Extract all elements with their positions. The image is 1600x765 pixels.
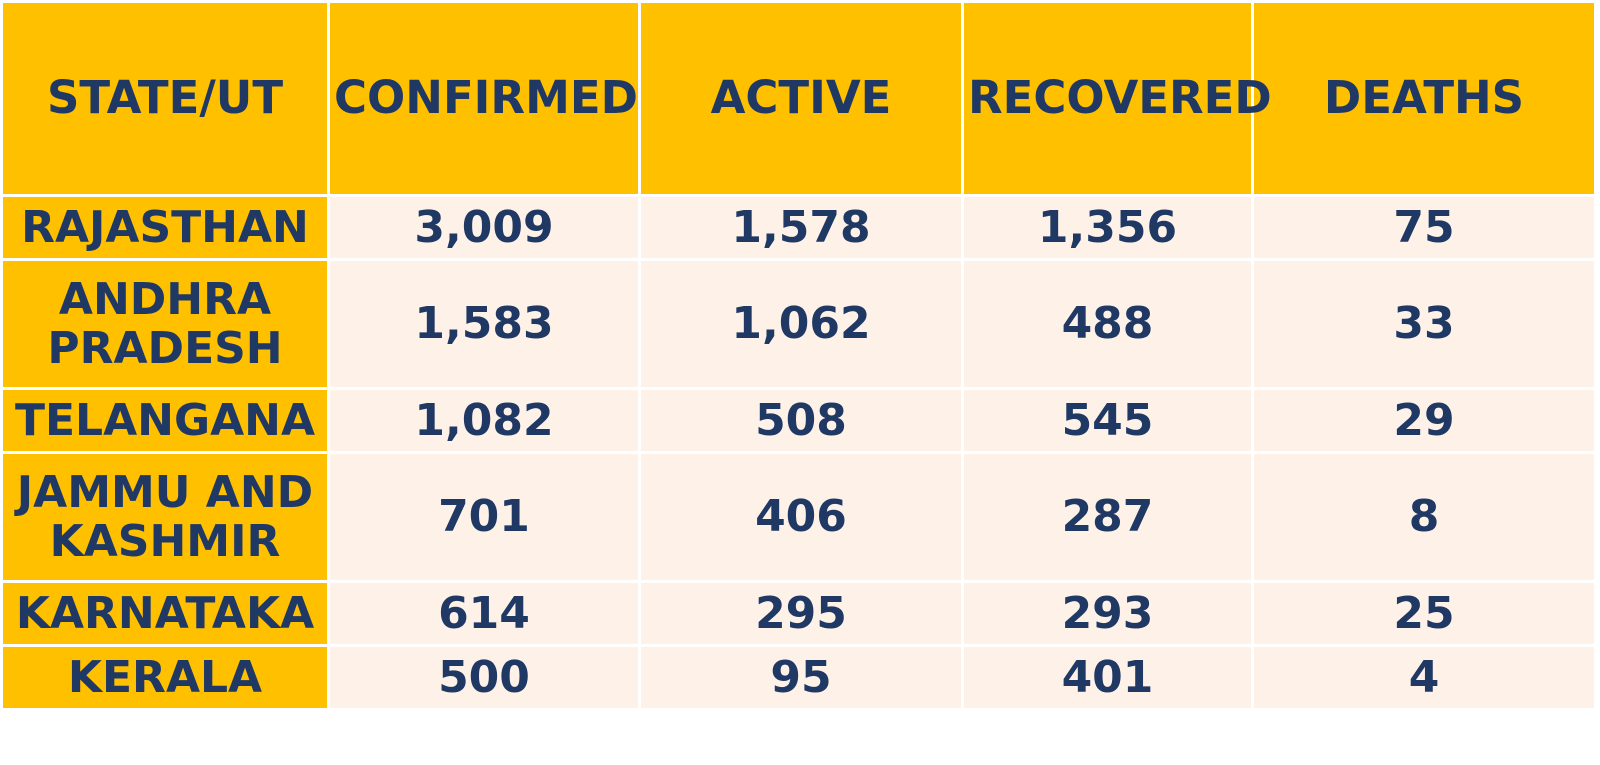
confirmed-cell: 1,082 <box>327 387 641 454</box>
table-row: KARNATAKA 614 295 293 25 <box>0 580 1597 647</box>
deaths-cell: 75 <box>1251 194 1597 261</box>
table-row: RAJASTHAN 3,009 1,578 1,356 75 <box>0 194 1597 261</box>
state-cell: KERALA <box>0 644 330 711</box>
column-header-recovered: RECOVERED <box>961 0 1272 197</box>
state-cell: KARNATAKA <box>0 580 330 647</box>
covid-state-table: STATE/UT CONFIRMED ACTIVE RECOVERED DEAT… <box>0 0 1597 711</box>
column-header-deaths: DEATHS <box>1251 0 1597 197</box>
table-row: JAMMU AND KASHMIR 701 406 287 8 <box>0 451 1597 583</box>
deaths-cell: 33 <box>1251 258 1597 390</box>
covid-state-table-container: STATE/UT CONFIRMED ACTIVE RECOVERED DEAT… <box>0 0 1597 711</box>
header-row: STATE/UT CONFIRMED ACTIVE RECOVERED DEAT… <box>0 0 1597 197</box>
confirmed-cell: 500 <box>327 644 641 711</box>
table-body: RAJASTHAN 3,009 1,578 1,356 75 ANDHRA PR… <box>0 194 1597 711</box>
recovered-cell: 545 <box>961 387 1254 454</box>
confirmed-cell: 614 <box>327 580 641 647</box>
recovered-cell: 293 <box>961 580 1254 647</box>
state-cell: JAMMU AND KASHMIR <box>0 451 330 583</box>
table-header: STATE/UT CONFIRMED ACTIVE RECOVERED DEAT… <box>0 0 1597 197</box>
table-row: ANDHRA PRADESH 1,583 1,062 488 33 <box>0 258 1597 390</box>
column-header-state: STATE/UT <box>0 0 330 197</box>
deaths-cell: 8 <box>1251 451 1597 583</box>
active-cell: 508 <box>638 387 964 454</box>
recovered-cell: 401 <box>961 644 1254 711</box>
deaths-cell: 25 <box>1251 580 1597 647</box>
recovered-cell: 1,356 <box>961 194 1254 261</box>
active-cell: 95 <box>638 644 964 711</box>
recovered-cell: 488 <box>961 258 1254 390</box>
table-row: TELANGANA 1,082 508 545 29 <box>0 387 1597 454</box>
state-cell: ANDHRA PRADESH <box>0 258 330 390</box>
deaths-cell: 4 <box>1251 644 1597 711</box>
deaths-cell: 29 <box>1251 387 1597 454</box>
state-cell: RAJASTHAN <box>0 194 330 261</box>
active-cell: 1,578 <box>638 194 964 261</box>
state-cell: TELANGANA <box>0 387 330 454</box>
column-header-confirmed: CONFIRMED <box>327 0 641 197</box>
confirmed-cell: 701 <box>327 451 641 583</box>
active-cell: 406 <box>638 451 964 583</box>
active-cell: 1,062 <box>638 258 964 390</box>
column-header-active: ACTIVE <box>638 0 964 197</box>
confirmed-cell: 3,009 <box>327 194 641 261</box>
table-row: KERALA 500 95 401 4 <box>0 644 1597 711</box>
recovered-cell: 287 <box>961 451 1254 583</box>
active-cell: 295 <box>638 580 964 647</box>
confirmed-cell: 1,583 <box>327 258 641 390</box>
